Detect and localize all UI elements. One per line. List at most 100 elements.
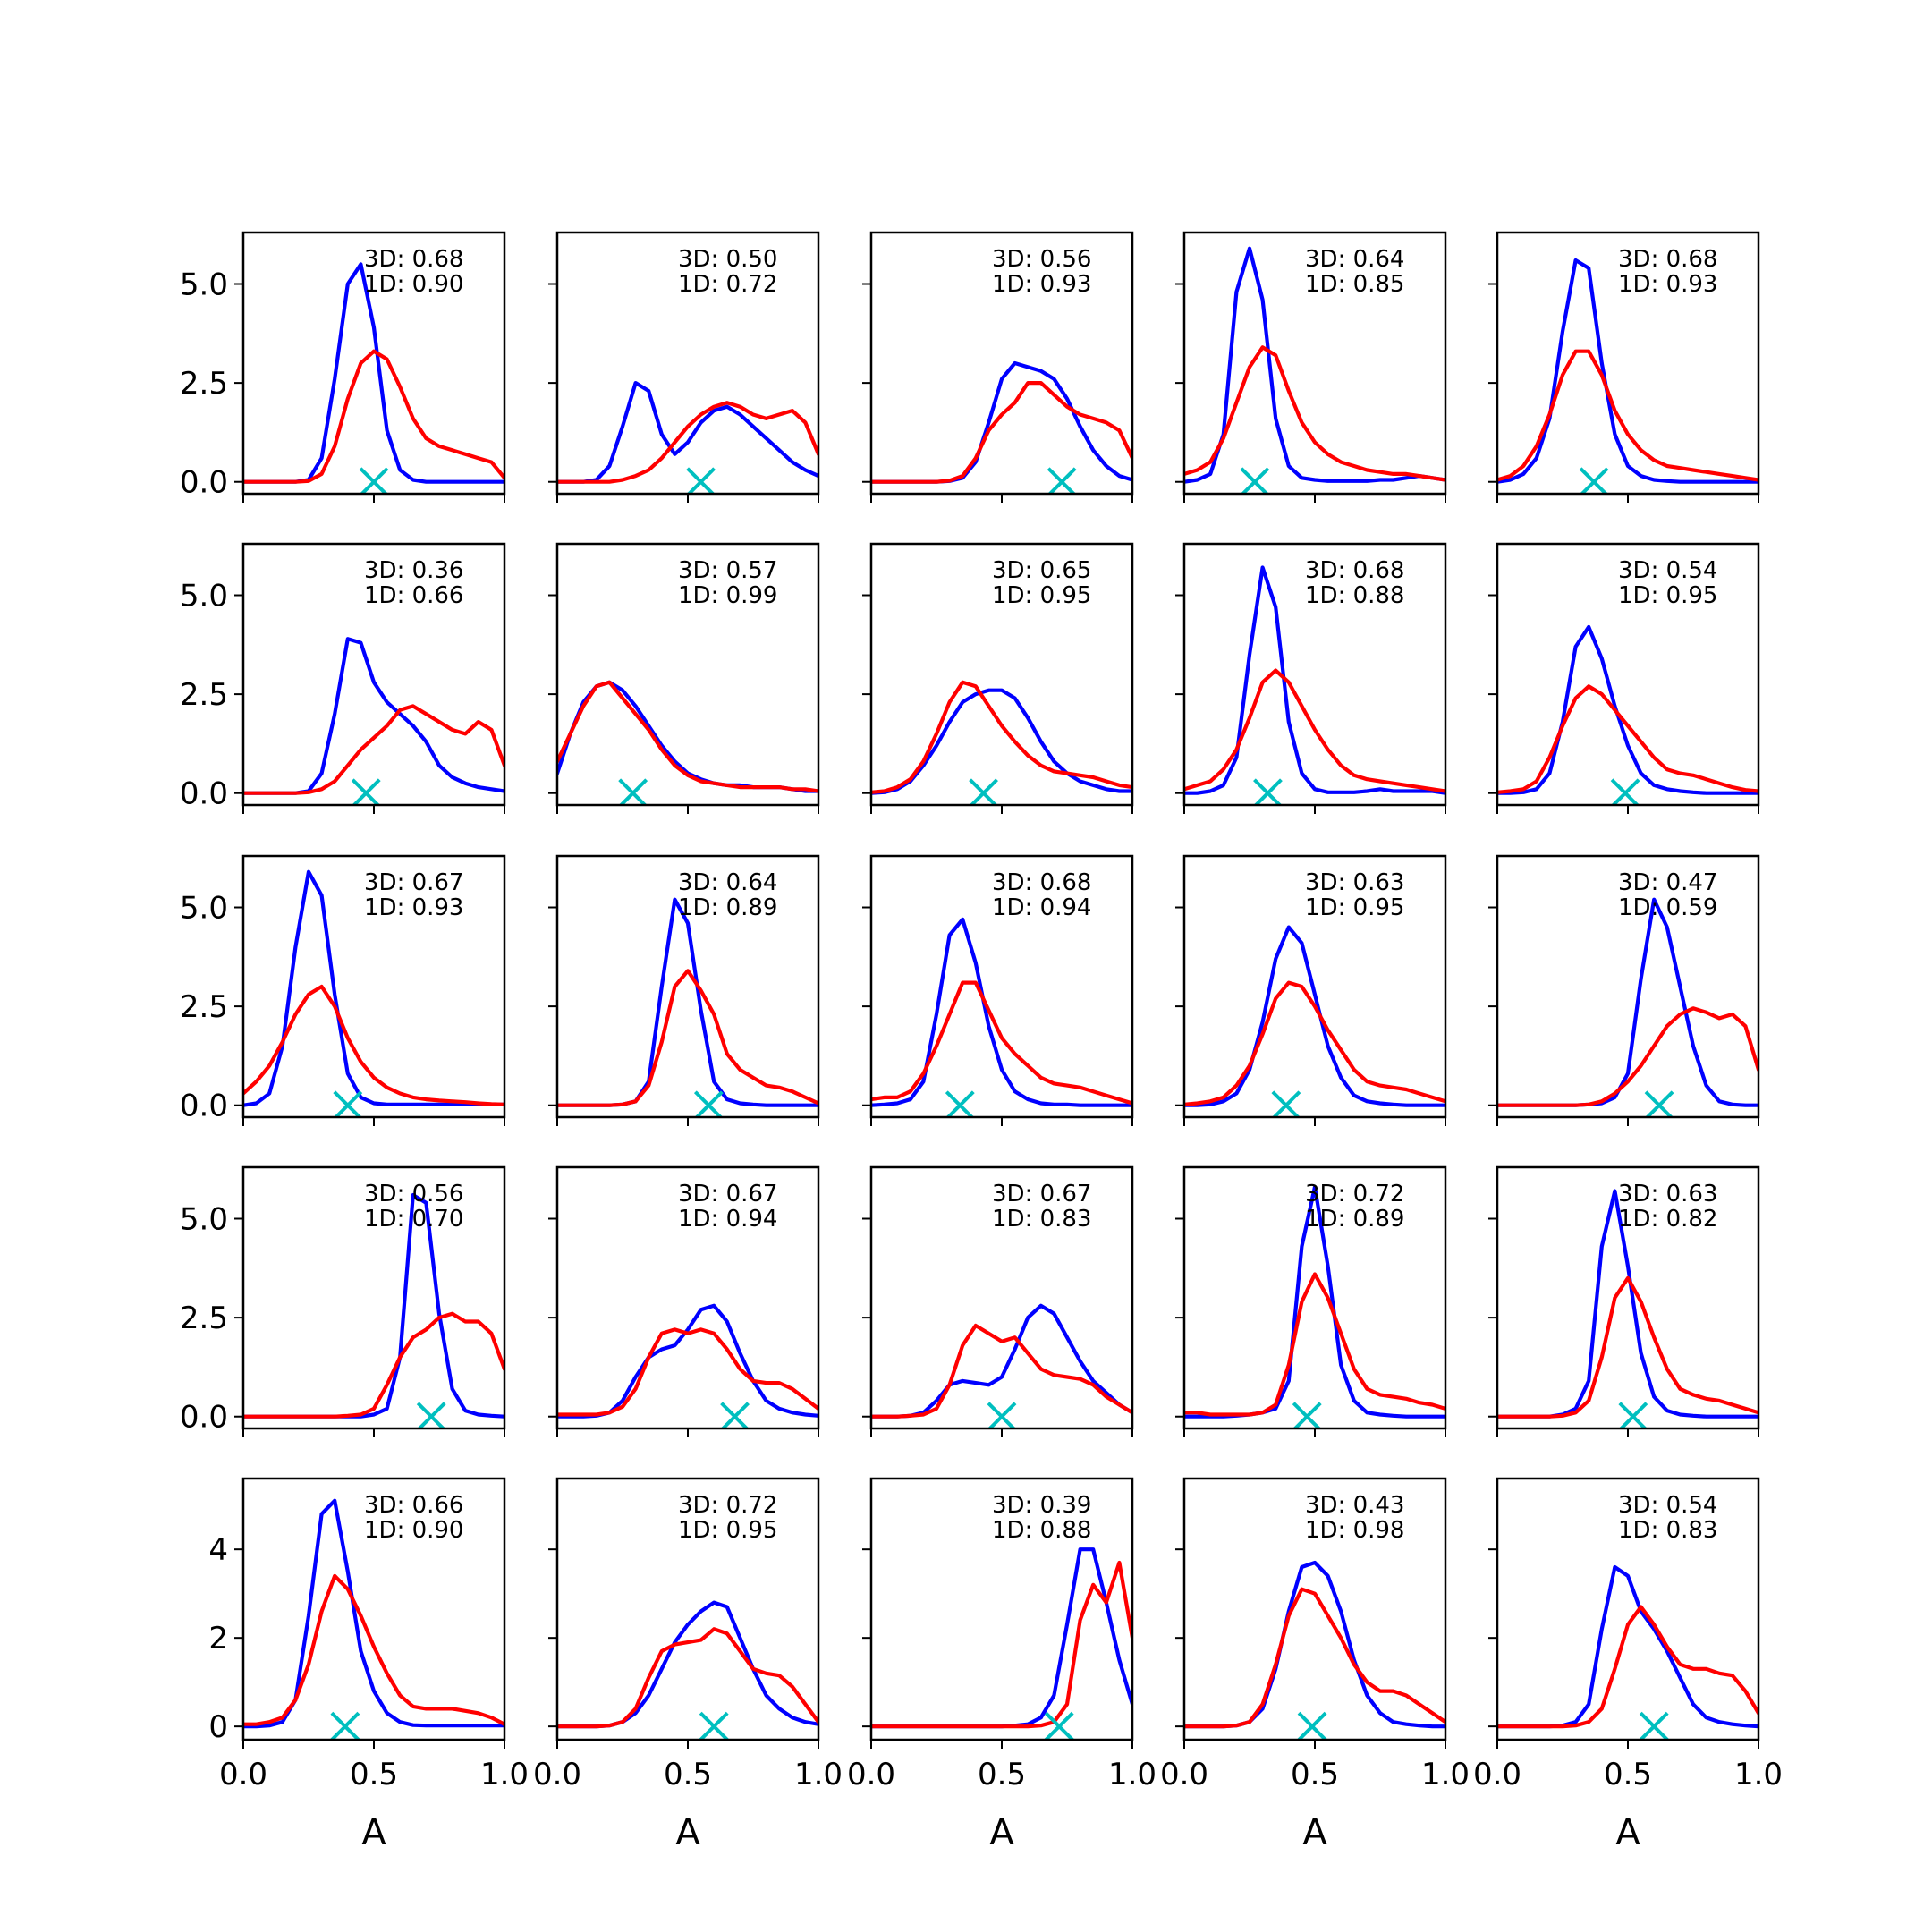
blue-curve [557,381,818,484]
truth-marker [945,1090,975,1117]
truth-marker-stroke [1618,1402,1648,1428]
blue-curve [871,917,1132,1107]
score-annotation: 1D: 0.89 [678,894,777,921]
truth-marker [699,1711,729,1740]
truth-marker [1044,1711,1074,1740]
x-tick-label: 0.0 [847,1757,895,1792]
x-tick-label: 1.0 [1421,1757,1470,1792]
score-annotation: 3D: 0.68 [1618,246,1717,273]
score-annotation: 3D: 0.43 [1305,1492,1404,1519]
truth-marker-stroke [1644,1090,1674,1117]
subplot-curves [871,680,1132,805]
truth-marker-stroke [694,1090,724,1117]
x-tick-label: 1.0 [1734,1757,1783,1792]
score-annotation: 1D: 0.95 [1618,582,1717,609]
red-curve [243,349,504,484]
score-annotation: 3D: 0.67 [364,869,463,896]
score-annotation: 1D: 0.90 [364,1517,463,1544]
truth-marker-stroke [1610,778,1640,805]
score-annotation: 3D: 0.63 [1305,869,1404,896]
subplot-curves [1497,897,1758,1117]
blue-curve [1497,258,1758,484]
subplot-curves [1184,1560,1445,1740]
truth-marker-stroke [686,467,716,494]
red-curve [871,381,1132,484]
score-annotation: 3D: 0.39 [992,1492,1091,1519]
blue-curve [1184,925,1445,1107]
subplot-curves [557,1303,818,1428]
subplot-curves [1184,246,1445,494]
truth-marker-stroke [945,1090,975,1117]
truth-marker-stroke [987,1402,1017,1428]
score-annotation: 1D: 0.88 [1305,582,1404,609]
truth-marker [330,1711,360,1740]
score-annotation: 1D: 0.72 [678,271,777,298]
truth-marker-stroke [352,778,381,805]
truth-marker [1644,1090,1674,1117]
truth-marker-stroke [969,778,998,805]
truth-marker-stroke [1292,1402,1322,1428]
red-curve [557,680,818,793]
y-tick-label: 5.0 [180,579,228,614]
red-curve [243,1573,504,1726]
x-tick-label: 0.0 [219,1757,267,1792]
truth-marker-stroke [417,1402,446,1428]
score-annotation: 3D: 0.64 [678,869,777,896]
red-curve [243,1311,504,1419]
blue-curve [1497,624,1758,795]
score-annotation: 1D: 0.95 [678,1517,777,1544]
red-curve [1497,1605,1758,1729]
y-tick-label: 2 [208,1621,228,1657]
truth-marker-stroke [1579,467,1609,494]
x-tick-label: 0.0 [1160,1757,1208,1792]
y-tick-label: 0.0 [180,1089,228,1124]
y-tick-label: 0.0 [180,776,228,812]
x-tick-label: 0.5 [1291,1757,1339,1792]
subplot-curves [871,1303,1132,1428]
y-tick-label: 2.5 [180,366,228,402]
x-tick-label: 0.5 [350,1757,398,1792]
score-annotation: 3D: 0.54 [1618,1492,1717,1519]
x-tick-label: 0.0 [533,1757,581,1792]
score-annotation: 1D: 0.89 [1305,1206,1404,1233]
red-curve [871,1323,1132,1419]
score-annotation: 3D: 0.65 [992,557,1091,584]
score-annotation: 1D: 0.59 [1618,894,1717,921]
red-curve [1184,1587,1445,1729]
truth-marker-stroke [1253,778,1283,805]
y-tick-label: 2.5 [180,989,228,1025]
x-tick-label: 0.5 [978,1757,1026,1792]
subplot-curves [243,1498,504,1740]
truth-marker [1610,778,1640,805]
score-annotation: 1D: 0.82 [1618,1206,1717,1233]
truth-marker-stroke [1240,467,1270,494]
score-annotation: 3D: 0.63 [1618,1181,1717,1208]
truth-marker [1271,1090,1301,1117]
truth-marker-stroke [1047,467,1077,494]
subplot-curves [1497,258,1758,494]
truth-marker [686,467,716,494]
subplot-curves [243,1192,504,1428]
red-curve [243,704,504,795]
x-tick-label: 0.5 [664,1757,712,1792]
red-curve [1184,668,1445,793]
score-annotation: 3D: 0.50 [678,246,777,273]
score-annotation: 1D: 0.93 [992,271,1091,298]
score-annotation: 1D: 0.83 [1618,1517,1717,1544]
subplot-curves [243,637,504,805]
score-annotation: 1D: 0.70 [364,1206,463,1233]
truth-marker [359,467,389,494]
score-annotation: 1D: 0.94 [992,894,1091,921]
